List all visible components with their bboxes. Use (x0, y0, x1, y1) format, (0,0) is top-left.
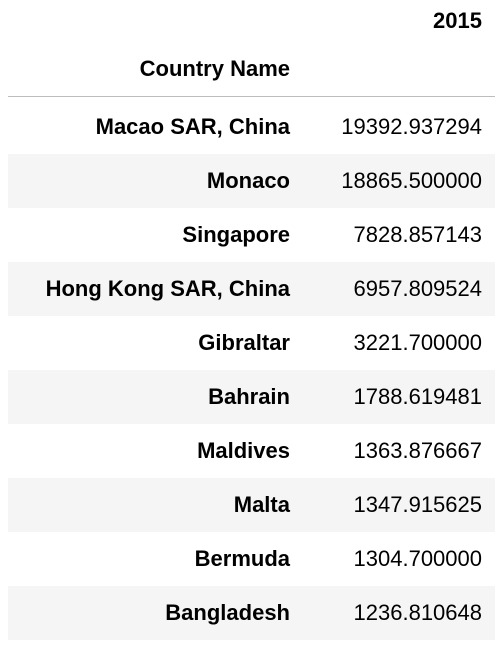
table-row: Macao SAR, China 19392.937294 (8, 100, 495, 154)
table-body: Macao SAR, China 19392.937294 Monaco 188… (8, 100, 495, 640)
row-value: 1363.876667 (353, 438, 482, 463)
table-row: Monaco 18865.500000 (8, 154, 495, 208)
row-label: Maldives (197, 438, 290, 463)
row-value: 3221.700000 (353, 330, 482, 355)
table-row: Bangladesh 1236.810648 (8, 586, 495, 640)
row-label: Gibraltar (198, 330, 290, 355)
table-row: Singapore 7828.857143 (8, 208, 495, 262)
row-label: Bangladesh (165, 600, 290, 625)
row-value: 1236.810648 (353, 600, 482, 625)
index-header-country-name: Country Name (139, 56, 290, 81)
row-value: 1304.700000 (353, 546, 482, 571)
table-row: Maldives 1363.876667 (8, 424, 495, 478)
row-value: 19392.937294 (341, 114, 482, 139)
row-value: 1788.619481 (353, 384, 482, 409)
row-label: Macao SAR, China (95, 114, 290, 139)
row-value: 1347.915625 (353, 492, 482, 517)
row-value: 6957.809524 (353, 276, 482, 301)
table-row: Hong Kong SAR, China 6957.809524 (8, 262, 495, 316)
row-label: Hong Kong SAR, China (45, 276, 290, 301)
table-row: Bermuda 1304.700000 (8, 532, 495, 586)
row-label: Malta (233, 492, 290, 517)
row-value: 7828.857143 (353, 222, 482, 247)
row-label: Monaco (206, 168, 290, 193)
table-row: Bahrain 1788.619481 (8, 370, 495, 424)
row-label: Singapore (182, 222, 290, 247)
index-header-row: Country Name (8, 44, 495, 97)
table-row: Gibraltar 3221.700000 (8, 316, 495, 370)
row-label: Bermuda (194, 546, 290, 571)
table-row: Malta 1347.915625 (8, 478, 495, 532)
column-header-2015: 2015 (433, 8, 482, 33)
row-label: Bahrain (208, 384, 290, 409)
row-value: 18865.500000 (341, 168, 482, 193)
column-header-row: 2015 (8, 0, 495, 44)
